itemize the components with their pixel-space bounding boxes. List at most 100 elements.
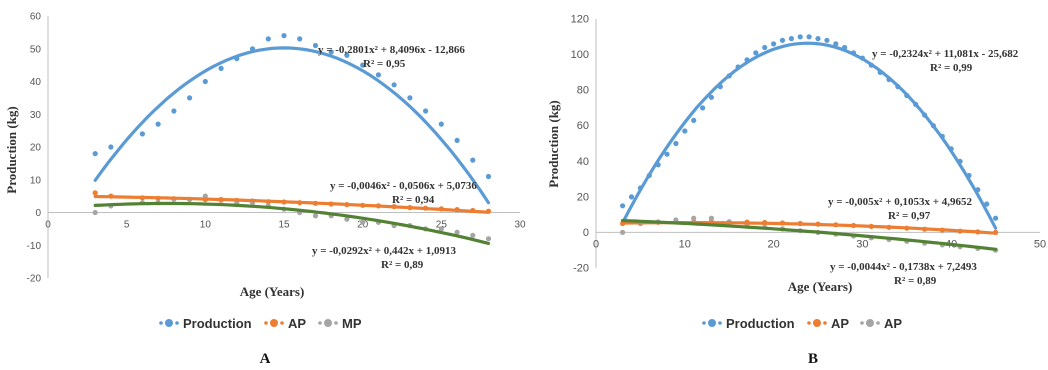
- panel-a-y-tick-label: 10: [30, 175, 42, 186]
- panel-b-series-0-point: [833, 41, 839, 47]
- panel-b-series-0-point: [984, 201, 990, 207]
- panel-b-x-tick-label: 0: [593, 238, 599, 250]
- legend-swatch-mp: [318, 321, 322, 325]
- panel-a-x-tick-label: 15: [278, 220, 290, 231]
- panel-b-y-tick-label: 40: [577, 156, 589, 168]
- panel-a-series-0-point: [344, 52, 350, 58]
- panel-a-mp-equation: y = -0,0292x² + 0,442x + 1,0913: [312, 245, 457, 257]
- panel-b-y-tick-label: 20: [577, 191, 589, 203]
- panel-a-x-tick-label: 5: [124, 220, 130, 231]
- panel-a-series-1-trendline: [93, 194, 491, 214]
- panel-b-series-0-point: [824, 37, 830, 43]
- panel-b-series-0-point: [664, 151, 670, 157]
- legend-swatch-ap: [270, 319, 278, 327]
- legend-label-ap-2: AP: [884, 316, 902, 331]
- panel-a-legend: Production AP MP: [159, 316, 362, 331]
- panel-a-series-0-point: [454, 137, 460, 143]
- panel-b-series-2-point: [691, 215, 697, 221]
- panel-a-label: A: [260, 351, 271, 367]
- panel-b-series-0-point: [788, 36, 795, 42]
- legend-swatch-production: [165, 319, 173, 327]
- panel-a-x-tick-label: 20: [357, 220, 369, 231]
- panel-b-series-0-trendline: [620, 41, 998, 230]
- panel-a-series-0-point: [360, 62, 366, 68]
- panel-b-legend: Production AP AP: [702, 316, 902, 331]
- panel-a-ap-equation: y = -0,0046x² - 0,0506x + 5,0736: [330, 180, 477, 192]
- panel-a-series-0-point: [265, 36, 271, 42]
- panel-b-series-2-trendline: [620, 218, 998, 251]
- panel-b-series-0-point: [993, 215, 999, 221]
- panel-b-y-tick-label: 0: [583, 227, 589, 239]
- panel-a-y-tick-label: -10: [27, 241, 42, 252]
- panel-b-ap-equation: y = -0,005x² + 0,1053x + 4,9652: [828, 196, 973, 208]
- panel-a-y-tick-label: 20: [30, 143, 42, 154]
- panel-a-series-2-point: [454, 229, 460, 235]
- legend-swatch-mp: [860, 321, 864, 325]
- panel-a-production-r2: R² = 0,95: [363, 58, 406, 70]
- panel-a-y-tick-label: 0: [35, 208, 41, 219]
- panel-a-series-0-point: [470, 157, 476, 163]
- panel-a-series-0-point: [297, 36, 303, 42]
- legend-swatch-production: [702, 321, 706, 325]
- legend-swatch-ap: [823, 321, 827, 325]
- legend-label-production: Production: [183, 316, 252, 331]
- panel-b-production-r2: R² = 0,99: [930, 62, 973, 74]
- panel-b-series-0-point: [691, 117, 697, 123]
- panel-b-y-tick-label: 60: [577, 120, 589, 132]
- panel-a-y-tick-label: 50: [30, 44, 42, 55]
- panel-b-y-tick-label: 120: [571, 14, 589, 26]
- panel-b-label: B: [808, 351, 818, 367]
- panel-b-production-equation: y = -0,2324x² + 11,081x - 25,682: [872, 48, 1019, 60]
- panel-a-series-0-point: [139, 131, 145, 137]
- panel-b-series-0-point: [815, 36, 821, 42]
- panel-a-series-0-trendline: [93, 46, 491, 205]
- panel-a-series-0-point: [202, 78, 208, 85]
- panel-a-series-0-point: [423, 108, 429, 114]
- legend-swatch-production: [159, 321, 163, 325]
- legend-swatch-production: [718, 321, 722, 325]
- panel-b-x-tick-label: 20: [767, 238, 779, 250]
- panel-a-series-2-point: [438, 226, 444, 232]
- panel-a-series-0-point: [187, 95, 193, 101]
- panel-a-y-tick-label: 40: [30, 77, 42, 88]
- panel-a-y-tick-label: -20: [27, 274, 42, 285]
- panel-b-y-tick-label: 80: [577, 85, 589, 97]
- panel-a-x-tick-label: 10: [200, 220, 212, 231]
- panel-b-series-0-point: [779, 37, 786, 43]
- panel-b-x-tick-label: 30: [856, 238, 868, 250]
- legend-swatch-ap: [280, 321, 284, 325]
- panel-b-y-tick-label: 100: [571, 49, 589, 61]
- panel-b-xlabel: Age (Years): [788, 279, 853, 294]
- panel-b-series-0-point: [620, 203, 626, 209]
- panel-b-series-0-point: [700, 105, 706, 111]
- legend-swatch-ap: [807, 321, 811, 325]
- panel-a-series-2-point: [344, 216, 350, 222]
- legend-label-mp: MP: [342, 316, 362, 331]
- panel-a-series-0-point: [438, 121, 444, 127]
- panel-a-mp-r2: R² = 0,89: [381, 259, 424, 271]
- panel-a-ap-r2: R² = 0,94: [392, 194, 435, 206]
- panel-a-series-0-point: [92, 151, 98, 157]
- panel-b-series-2-point: [620, 229, 626, 235]
- panel-b-series-0-point: [673, 140, 679, 147]
- panel-a-series-0-point: [155, 121, 161, 127]
- panel-a-series-2-trendline: [93, 201, 491, 245]
- panel-a-series-0-point: [312, 42, 319, 49]
- panel-a-series-0-point: [485, 173, 492, 180]
- panel-b-series-0-point: [753, 50, 759, 56]
- panel-b-series-2-point: [708, 215, 715, 221]
- panel-a-x-tick-label: 30: [514, 220, 526, 231]
- panel-a-production-equation: y = -0,2801x² + 8,4096x - 12,866: [318, 44, 465, 56]
- legend-swatch-production: [708, 319, 716, 327]
- panel-a-series-0-point: [281, 33, 287, 39]
- panel-a-series-0-point: [171, 108, 177, 114]
- panel-a-ylabel: Production (kg): [4, 106, 19, 194]
- panel-a-series-2-point: [485, 236, 492, 242]
- legend-label-ap: AP: [831, 316, 849, 331]
- panel-b-x-tick-label: 10: [679, 238, 691, 250]
- panel-b-series-0-point: [806, 34, 812, 40]
